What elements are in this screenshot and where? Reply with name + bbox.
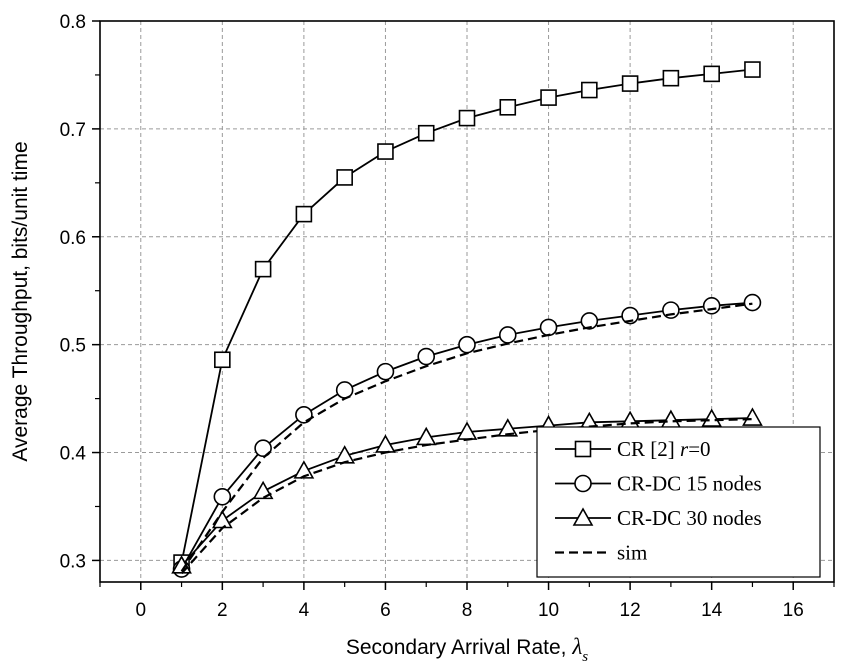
legend-label: sim: [617, 541, 647, 565]
data-point: [582, 83, 597, 98]
y-tick-label: 0.6: [60, 228, 86, 249]
x-tick-label: 12: [620, 600, 641, 621]
legend-label-part: CR [2]: [617, 437, 680, 461]
legend-marker: [575, 476, 591, 492]
x-axis-title-subscript: s: [582, 649, 588, 665]
data-point: [377, 364, 393, 380]
data-point: [744, 295, 760, 311]
data-point: [418, 349, 434, 365]
data-point: [500, 327, 516, 343]
x-tick-label: 0: [135, 600, 146, 621]
legend-label: CR-DC 30 nodes: [617, 506, 762, 530]
data-point: [500, 100, 515, 115]
data-point: [663, 71, 678, 86]
x-tick-label: 2: [217, 600, 228, 621]
x-axis-title: Secondary Arrival Rate, λs: [346, 634, 588, 665]
data-point: [459, 337, 475, 353]
x-tick-label: 4: [299, 600, 310, 621]
x-tick-label: 6: [380, 600, 391, 621]
data-point: [378, 144, 393, 159]
y-tick-label: 0.4: [60, 444, 87, 465]
data-point: [663, 302, 679, 318]
x-axis-title-text: Secondary Arrival Rate,: [346, 636, 572, 659]
y-axis-title: Average Throughput, bits/unit time: [9, 141, 32, 461]
data-point: [337, 170, 352, 185]
data-point: [296, 407, 312, 423]
y-tick-label: 0.5: [60, 336, 86, 357]
data-point: [256, 262, 271, 277]
data-point: [745, 62, 760, 77]
data-point: [337, 382, 353, 398]
data-point: [460, 111, 475, 126]
data-point: [541, 319, 557, 335]
x-tick-label: 8: [462, 600, 473, 621]
data-point: [704, 66, 719, 81]
x-tick-label: 10: [538, 600, 559, 621]
data-point: [214, 489, 230, 505]
data-point: [419, 126, 434, 141]
legend-label-part: =0: [688, 437, 710, 461]
data-point: [704, 298, 720, 314]
x-axis-title-symbol: λ: [571, 634, 582, 659]
y-tick-label: 0.7: [60, 120, 86, 141]
data-point: [623, 76, 638, 91]
y-tick-label: 0.8: [60, 12, 86, 33]
y-tick-label: 0.3: [60, 551, 86, 572]
legend-marker: [576, 442, 591, 457]
x-tick-label: 14: [701, 600, 723, 621]
x-tick-label: 16: [783, 600, 804, 621]
data-point: [254, 482, 272, 498]
legend-label: CR-DC 15 nodes: [617, 472, 762, 496]
legend: CR [2] r=0 CR-DC 15 nodes CR-DC 30 nodes si…: [537, 427, 820, 577]
data-point: [296, 207, 311, 222]
data-point: [743, 409, 761, 425]
data-point: [215, 352, 230, 367]
legend-label: CR [2] r=0: [617, 437, 711, 461]
data-point: [541, 90, 556, 105]
